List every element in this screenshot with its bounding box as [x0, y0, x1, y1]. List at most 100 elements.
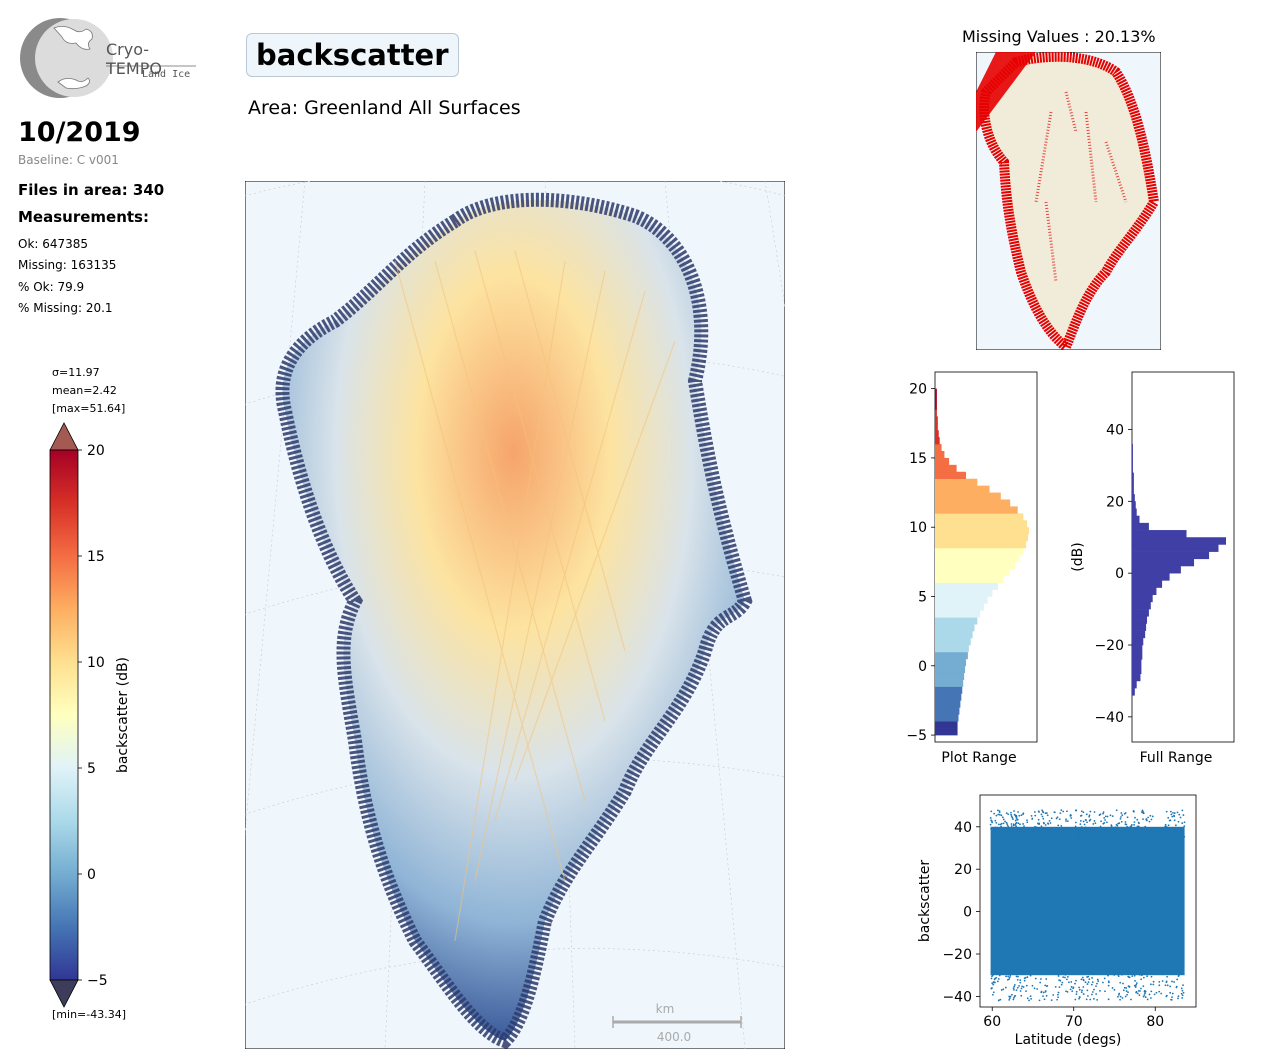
- scatter-point: [1032, 967, 1035, 970]
- scatter-ytick-label: 40: [954, 820, 972, 836]
- colorbar-tick-label: 5: [87, 761, 96, 777]
- scatter-point: [1125, 987, 1128, 989]
- scatter-point: [1083, 970, 1086, 973]
- scatter-point: [1142, 976, 1145, 979]
- scatter-point: [1143, 994, 1146, 996]
- scatter-point: [1033, 811, 1036, 813]
- scatter-point: [1092, 823, 1095, 825]
- hist1-bar: [935, 450, 945, 459]
- scatter-point: [1056, 998, 1059, 1001]
- scatter-point: [1085, 998, 1088, 1001]
- scatter-point: [1158, 984, 1161, 987]
- scatter-point: [991, 974, 994, 977]
- scatter-point: [1040, 990, 1043, 993]
- scatter-point: [1044, 990, 1047, 992]
- scatter-point: [1133, 831, 1136, 834]
- scatter-point: [1100, 832, 1102, 835]
- scatter-point: [1011, 834, 1014, 837]
- scatter-point: [1077, 829, 1079, 832]
- scatter-point: [1160, 992, 1163, 995]
- scatter-point: [1044, 824, 1047, 826]
- scatter-point: [1151, 831, 1154, 834]
- scatter-point: [1010, 993, 1013, 996]
- scatter-point: [1006, 832, 1009, 835]
- scatter-point: [1136, 818, 1139, 821]
- scalebar-value: 400.0: [657, 1030, 691, 1044]
- scatter-point: [1165, 810, 1168, 813]
- scatter-point: [1006, 824, 1009, 827]
- hist2-bar: [1132, 666, 1142, 675]
- area-subtitle: Area: Greenland All Surfaces: [248, 97, 521, 119]
- scatter-point: [1096, 978, 1099, 981]
- scatter-point: [1120, 816, 1122, 818]
- scatter-point: [1041, 809, 1044, 812]
- hist1-bar: [935, 610, 981, 618]
- scatter-point: [1089, 818, 1092, 821]
- scatter-point: [990, 810, 993, 813]
- scatter-point: [1000, 814, 1003, 817]
- scatter-point: [1058, 818, 1061, 821]
- scatter-point: [1030, 997, 1033, 1000]
- hist1-bar: [935, 547, 1024, 556]
- scatter-point: [1149, 814, 1152, 817]
- hist2-bar: [1132, 515, 1140, 524]
- scatter-point: [1117, 971, 1120, 974]
- scatter-point: [1138, 971, 1141, 974]
- scatter-point: [1121, 997, 1124, 999]
- scatter-point: [1024, 976, 1027, 979]
- scatter-point: [1164, 825, 1167, 828]
- scatter-point: [1007, 834, 1009, 837]
- hist2-tick-label: 0: [1115, 566, 1124, 582]
- scatter-point: [1049, 828, 1052, 831]
- scatter-point: [1171, 980, 1173, 983]
- scatter-point: [992, 968, 995, 971]
- scatter-point: [1142, 818, 1144, 821]
- hist1-bar: [935, 721, 958, 729]
- scatter-point: [1057, 991, 1060, 994]
- scatter-point: [1018, 831, 1021, 834]
- scatter-point: [1042, 811, 1045, 814]
- hist1-bar: [935, 638, 971, 646]
- scatter-point: [1035, 826, 1038, 829]
- hist1-bar: [935, 506, 1018, 514]
- scatter-point: [1048, 819, 1051, 822]
- scatter-point: [1123, 986, 1126, 989]
- scatter-point: [995, 830, 998, 833]
- page-title: backscatter: [246, 33, 459, 77]
- scatter-point: [1126, 993, 1129, 996]
- colorbar-min: [min=-43.34]: [52, 1008, 127, 1021]
- scatter-point: [1122, 982, 1124, 985]
- scatter-point: [998, 811, 1001, 814]
- logo-subtitle: Land Ice: [142, 69, 191, 80]
- hist2-tick-label: 40: [1106, 422, 1124, 438]
- scatter-point: [1169, 985, 1172, 988]
- scatter-point: [1015, 989, 1018, 992]
- scatter-point: [1009, 975, 1012, 977]
- scatter-point: [999, 998, 1002, 1001]
- hist2-tick-label: −40: [1094, 710, 1124, 726]
- scatter-point: [1106, 834, 1109, 837]
- scatter-point: [1008, 973, 1010, 975]
- scatter-point: [1045, 828, 1048, 831]
- scatter-point: [1004, 820, 1006, 823]
- scatter-point: [1119, 998, 1121, 1001]
- scatter-point: [1140, 970, 1143, 973]
- hist2-bar: [1132, 551, 1210, 560]
- scatter-point: [1022, 812, 1025, 815]
- scatter-ytick-label: −20: [942, 947, 972, 963]
- scatter-point: [1092, 967, 1095, 970]
- scatter-point: [1106, 831, 1108, 834]
- scatter-point: [1103, 828, 1106, 831]
- hist1-bar: [935, 714, 959, 722]
- scatter-point: [1080, 810, 1083, 813]
- scatter-point: [1031, 818, 1034, 820]
- scatter-point: [1158, 990, 1161, 993]
- hist2-bar: [1132, 659, 1142, 667]
- scatter-point: [1037, 818, 1040, 821]
- scatter-point: [1087, 972, 1090, 975]
- scatter-point: [1074, 982, 1076, 985]
- hist2-bar: [1132, 637, 1144, 646]
- hist1-bar: [935, 395, 937, 403]
- scatter-point: [1079, 823, 1082, 825]
- scatter-point: [1150, 829, 1153, 832]
